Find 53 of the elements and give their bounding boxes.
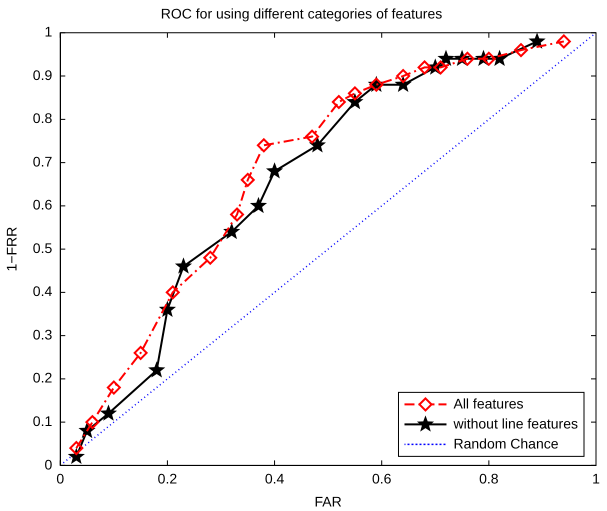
point (308, 136, 326, 153)
legend-label: without line features (452, 415, 578, 432)
point (528, 32, 546, 49)
x-tick-label: 0.6 (372, 470, 392, 487)
point (460, 52, 474, 66)
x-tick-label: 0.4 (264, 470, 284, 487)
y-tick-label: 0.4 (32, 283, 52, 300)
point (223, 222, 240, 240)
y-tick-label: 0.9 (32, 66, 52, 83)
y-tick-label: 0.3 (32, 326, 52, 342)
y-tick-label: 0.7 (32, 153, 52, 170)
point (166, 285, 180, 300)
y-tick-label: 0.8 (32, 110, 52, 126)
y-tick-label: 0.6 (32, 196, 52, 213)
point (203, 250, 218, 265)
point (68, 448, 85, 464)
point (85, 415, 100, 430)
point (174, 257, 192, 274)
point (305, 130, 320, 144)
y-tick-label: 0.5 (32, 240, 52, 256)
point (106, 380, 121, 395)
x-tick-label: 1 (592, 470, 600, 487)
legend-label: All features (453, 395, 524, 412)
y-tick-label: 0.2 (32, 370, 52, 386)
point (514, 43, 528, 58)
point (266, 162, 284, 179)
point (434, 60, 448, 74)
point (100, 404, 118, 421)
y-tick-label: 0.1 (32, 413, 52, 429)
point (332, 95, 346, 110)
x-tick-label: 0 (56, 470, 64, 487)
point (134, 346, 148, 360)
point (437, 50, 455, 66)
point (396, 69, 410, 84)
x-axis-title: FAR (314, 493, 342, 510)
point (256, 138, 271, 152)
point (556, 34, 571, 48)
x-tick-label: 0.2 (158, 470, 178, 487)
point (250, 196, 268, 214)
point (240, 172, 255, 187)
y-axis-title: 1−FRR (3, 226, 20, 272)
point (418, 60, 432, 74)
chart-title: ROC for using different categories of features (160, 5, 442, 22)
point (230, 207, 244, 222)
point (148, 361, 166, 378)
y-tick-label: 1 (44, 24, 52, 40)
y-tick-label: 0 (44, 456, 52, 472)
point (348, 86, 362, 100)
legend-label: Random Chance (453, 435, 559, 452)
point (482, 52, 496, 66)
point (69, 441, 84, 456)
point (346, 93, 364, 110)
x-tick-label: 0.8 (479, 470, 499, 487)
